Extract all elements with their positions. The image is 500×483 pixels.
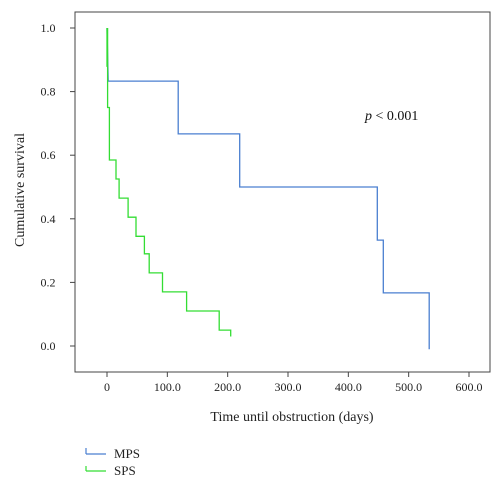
plot-axes <box>74 11 491 373</box>
x-tick-label: 300.0 <box>275 380 302 394</box>
x-tick-label: 0 <box>104 380 110 394</box>
y-tick-label: 0.6 <box>41 148 56 162</box>
x-tick-label: 400.0 <box>335 380 362 394</box>
x-axis-ticks: 0 100.0 200.0 300.0 400.0 500.0 600.0 <box>104 372 483 394</box>
series-lines <box>106 27 430 350</box>
x-tick-label: 500.0 <box>395 380 422 394</box>
y-tick-label: 0.0 <box>41 339 56 353</box>
plot-frame <box>74 11 491 373</box>
legend-label-sps: SPS <box>114 463 136 478</box>
series-line-mps <box>106 27 430 350</box>
legend: MPS SPS <box>85 446 140 478</box>
x-tick-label: 200.0 <box>214 380 241 394</box>
x-tick-label: 100.0 <box>154 380 181 394</box>
p-value-symbol: p <box>364 109 372 124</box>
y-tick-label: 0.8 <box>41 85 56 99</box>
x-tick-label: 600.0 <box>456 380 483 394</box>
y-tick-label: 1.0 <box>41 21 56 35</box>
y-tick-label: 0.4 <box>41 212 56 226</box>
p-value-text: < 0.001 <box>372 109 418 124</box>
p-value-annotation: p < 0.001 <box>364 109 418 124</box>
legend-label-mps: MPS <box>114 446 140 461</box>
series-line-sps <box>106 28 232 337</box>
y-axis-label: Cumulative survival <box>13 133 28 247</box>
y-tick-label: 0.2 <box>41 275 56 289</box>
y-axis-ticks: 0.0 0.2 0.4 0.6 0.8 1.0 <box>41 21 75 353</box>
x-axis-label: Time until obstruction (days) <box>210 410 374 425</box>
